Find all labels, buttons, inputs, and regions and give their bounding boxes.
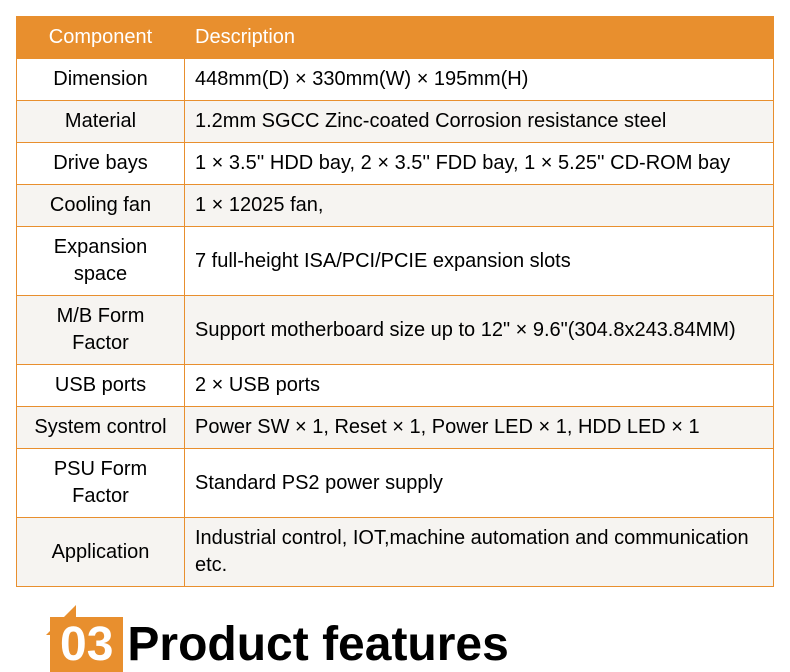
table-row: Cooling fan 1 × 12025 fan, <box>17 185 774 227</box>
section-title: Product features <box>127 617 508 672</box>
table-row: Material 1.2mm SGCC Zinc-coated Corrosio… <box>17 101 774 143</box>
table-row: Application Industrial control, IOT,mach… <box>17 518 774 587</box>
row-value: 2 × USB ports <box>185 365 774 407</box>
table-row: System control Power SW × 1, Reset × 1, … <box>17 407 774 449</box>
table-row: USB ports 2 × USB ports <box>17 365 774 407</box>
row-value: 1 × 12025 fan, <box>185 185 774 227</box>
row-label: Drive bays <box>17 143 185 185</box>
table-row: Drive bays 1 × 3.5'' HDD bay, 2 × 3.5'' … <box>17 143 774 185</box>
row-label: USB ports <box>17 365 185 407</box>
row-label: Cooling fan <box>17 185 185 227</box>
section-badge-number: 03 <box>50 617 123 672</box>
row-value: 1.2mm SGCC Zinc-coated Corrosion resista… <box>185 101 774 143</box>
header-component: Component <box>17 17 185 59</box>
row-label: Expansion space <box>17 227 185 296</box>
table-row: Dimension 448mm(D) × 330mm(W) × 195mm(H) <box>17 59 774 101</box>
row-value: 448mm(D) × 330mm(W) × 195mm(H) <box>185 59 774 101</box>
row-label: Material <box>17 101 185 143</box>
header-description: Description <box>185 17 774 59</box>
row-label: M/B Form Factor <box>17 296 185 365</box>
row-value: 7 full-height ISA/PCI/PCIE expansion slo… <box>185 227 774 296</box>
table-row: PSU Form Factor Standard PS2 power suppl… <box>17 449 774 518</box>
section-header: 03 Product features <box>50 617 774 672</box>
row-value: Support motherboard size up to 12" × 9.6… <box>185 296 774 365</box>
table-row: Expansion space 7 full-height ISA/PCI/PC… <box>17 227 774 296</box>
row-value: 1 × 3.5'' HDD bay, 2 × 3.5'' FDD bay, 1 … <box>185 143 774 185</box>
spec-table: Component Description Dimension 448mm(D)… <box>16 16 774 587</box>
row-label: Dimension <box>17 59 185 101</box>
row-value: Standard PS2 power supply <box>185 449 774 518</box>
row-label: Application <box>17 518 185 587</box>
row-label: System control <box>17 407 185 449</box>
table-row: M/B Form Factor Support motherboard size… <box>17 296 774 365</box>
row-label: PSU Form Factor <box>17 449 185 518</box>
row-value: Power SW × 1, Reset × 1, Power LED × 1, … <box>185 407 774 449</box>
row-value: Industrial control, IOT,machine automati… <box>185 518 774 587</box>
